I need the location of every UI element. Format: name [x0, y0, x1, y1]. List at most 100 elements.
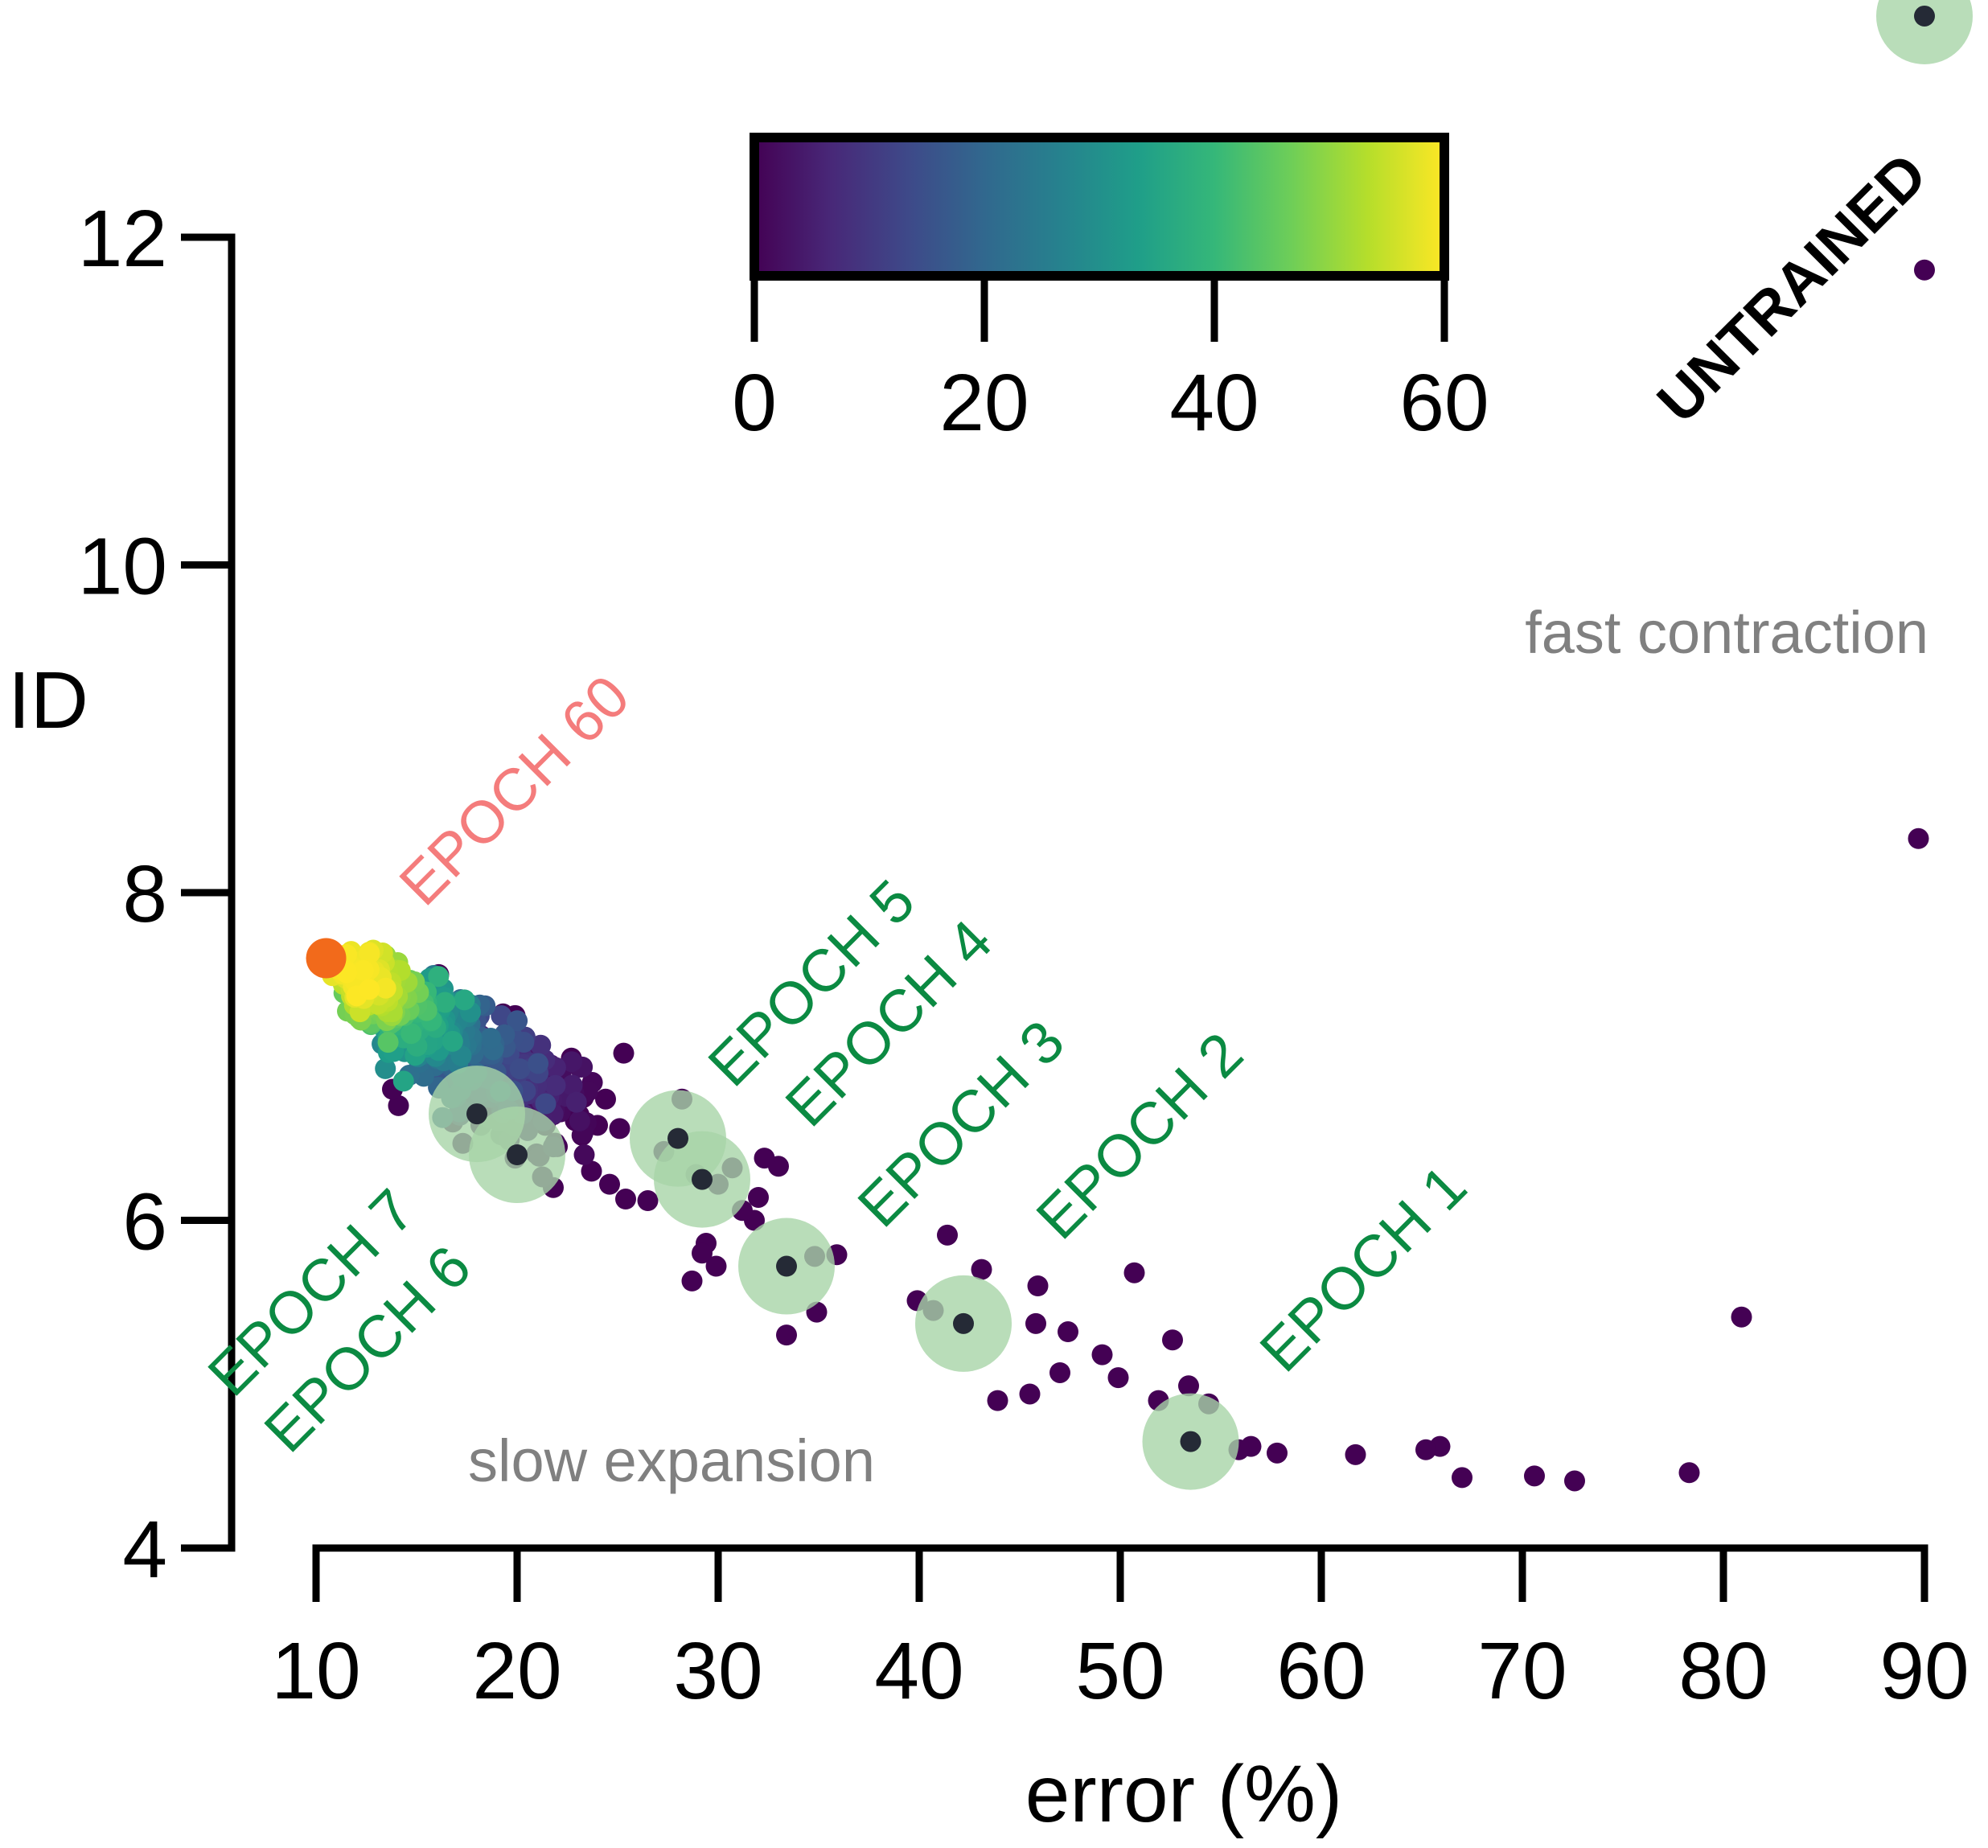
- data-point: [987, 1390, 1008, 1411]
- cluster-point: [565, 1091, 587, 1113]
- cluster-point: [528, 1053, 549, 1074]
- data-point: [1091, 1344, 1113, 1365]
- colorbar-tick-label: 40: [1169, 358, 1259, 448]
- data-point: [1678, 1462, 1700, 1484]
- epoch-60-label: EPOCH 60: [387, 663, 643, 918]
- y-tick-label: 12: [78, 194, 167, 284]
- epoch-60-point: [306, 938, 347, 979]
- data-point: [1049, 1361, 1070, 1383]
- untrained-point: [1914, 5, 1935, 27]
- epoch-point: [1180, 1431, 1201, 1452]
- data-point: [692, 1242, 713, 1264]
- cluster-point: [428, 966, 450, 988]
- x-tick-label: 10: [271, 1626, 360, 1716]
- cluster-point: [544, 1074, 566, 1096]
- x-ticks: 10 20 30 40 50 60 70 80 90: [271, 1548, 1970, 1716]
- data-point: [388, 1094, 409, 1116]
- cluster-point: [491, 1005, 512, 1027]
- x-tick-label: 60: [1276, 1626, 1366, 1716]
- data-point: [1731, 1306, 1752, 1328]
- cluster-point: [507, 1010, 528, 1032]
- data-point: [1162, 1329, 1183, 1351]
- data-point: [1123, 1262, 1145, 1283]
- epoch-point: [953, 1312, 974, 1334]
- data-point: [1452, 1467, 1473, 1489]
- data-point: [1058, 1321, 1078, 1343]
- epoch-point: [667, 1127, 688, 1149]
- data-point: [1345, 1443, 1366, 1465]
- epoch-points: [306, 5, 1935, 1452]
- untrained-label: UNTRAINED: [1645, 140, 1940, 435]
- data-point: [1019, 1383, 1041, 1405]
- cluster-point: [535, 1093, 557, 1115]
- x-tick-label: 40: [874, 1626, 963, 1716]
- colorbar-tick-label: 0: [732, 358, 777, 448]
- x-tick-label: 80: [1678, 1626, 1768, 1716]
- data-point: [1025, 1312, 1046, 1334]
- y-axis-title: ID: [8, 655, 88, 745]
- cluster-point: [480, 1027, 502, 1049]
- y-tick-label: 4: [122, 1505, 167, 1595]
- data-point: [1107, 1367, 1129, 1389]
- cluster-point: [573, 1144, 595, 1165]
- data-point: [599, 1173, 620, 1195]
- data-point: [754, 1148, 775, 1169]
- colorbar-tick-label: 60: [1399, 358, 1489, 448]
- x-axis: 10 20 30 40 50 60 70 80 90 error (%): [271, 1544, 1970, 1839]
- data-point: [613, 1042, 635, 1064]
- y-tick-label: 10: [78, 522, 167, 612]
- data-point: [1908, 827, 1929, 849]
- data-point: [681, 1270, 703, 1292]
- cluster-point: [434, 992, 456, 1013]
- cluster-point: [569, 1110, 590, 1131]
- cluster-point: [509, 1058, 531, 1080]
- epoch-label: EPOCH 1: [1247, 1152, 1479, 1384]
- data-point: [615, 1189, 636, 1210]
- data-point: [1564, 1470, 1585, 1492]
- cluster-point: [530, 1034, 552, 1056]
- cluster-point: [359, 942, 380, 964]
- cluster-point: [561, 1074, 583, 1096]
- data-point: [1415, 1439, 1436, 1460]
- x-axis-title: error (%): [1025, 1749, 1342, 1839]
- cluster-point: [400, 1023, 422, 1045]
- y-ticks: 4 6 8 10 12: [78, 194, 232, 1595]
- cluster-point: [561, 1051, 582, 1073]
- cluster-point: [454, 989, 475, 1011]
- data-point: [581, 1160, 602, 1182]
- y-axis: 4 6 8 10 12 ID: [8, 194, 236, 1595]
- sparse-points: [382, 259, 1935, 1492]
- data-point: [1914, 259, 1935, 281]
- cluster-point: [352, 959, 374, 981]
- data-point: [748, 1186, 769, 1208]
- y-tick-label: 8: [122, 849, 167, 939]
- data-point: [609, 1118, 630, 1140]
- data-point: [1027, 1275, 1049, 1296]
- x-tick-label: 90: [1879, 1626, 1969, 1716]
- cluster-point: [375, 977, 396, 999]
- data-point: [1178, 1375, 1199, 1397]
- epoch-point: [466, 1103, 487, 1125]
- epoch-point: [507, 1144, 528, 1165]
- data-point: [595, 1088, 616, 1110]
- colorbar-tick-label: 20: [939, 358, 1029, 448]
- data-point: [1524, 1465, 1545, 1487]
- data-point: [705, 1255, 727, 1277]
- data-point: [1267, 1442, 1288, 1464]
- colorbar-gradient: [750, 133, 1449, 281]
- data-point: [937, 1224, 958, 1246]
- colorbar-ticks: 0 20 40 60: [732, 276, 1489, 448]
- cluster-point: [392, 1070, 414, 1092]
- untrained-halo: [1876, 0, 1973, 64]
- epoch-point: [776, 1255, 797, 1277]
- cluster-point: [359, 979, 380, 1000]
- epoch-point: [692, 1168, 713, 1190]
- cluster-point: [375, 1057, 396, 1079]
- data-point: [637, 1190, 659, 1212]
- cluster-point: [442, 1030, 463, 1052]
- cluster-point: [377, 1032, 399, 1053]
- x-tick-label: 20: [472, 1626, 561, 1716]
- x-tick-label: 30: [673, 1626, 762, 1716]
- colorbar: 0 20 40 60: [732, 133, 1489, 448]
